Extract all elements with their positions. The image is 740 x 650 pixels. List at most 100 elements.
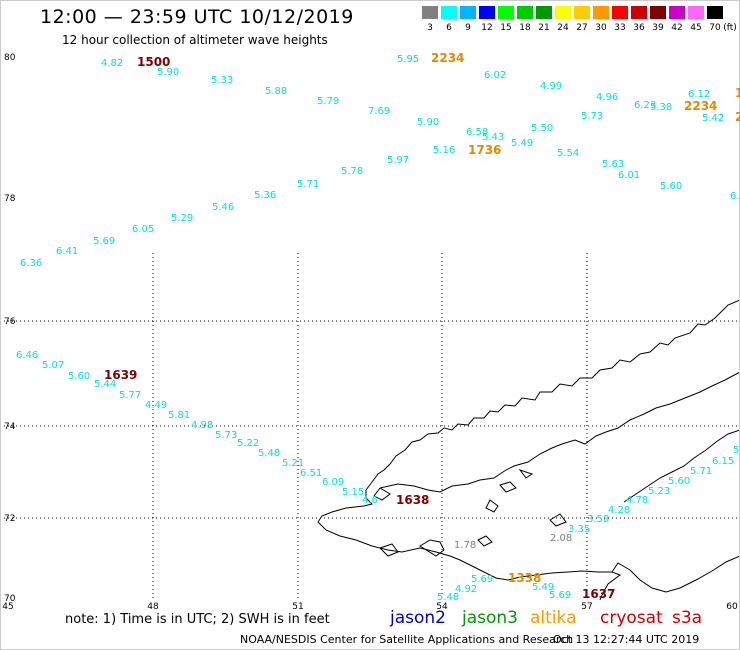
lat-label: 80: [4, 53, 16, 63]
longitude-labels: 45 48 51 54 57 60: [2, 602, 738, 612]
wave-height-value: 5.29: [171, 213, 193, 224]
legend-label: 39: [652, 23, 664, 33]
wave-height-value: 5.77: [119, 390, 141, 401]
wave-height-value: 5.71: [690, 466, 712, 477]
wave-height-value: 5.42: [702, 113, 724, 124]
wave-height-value: 4.96: [596, 92, 618, 103]
legend-swatch: [688, 6, 704, 19]
lon-label: 51: [292, 602, 303, 612]
pass-time-label: 1638: [396, 493, 429, 507]
legend-jason2: jason2: [390, 608, 446, 628]
wave-height-value: 5.88: [265, 86, 287, 97]
wave-height-value: 6.23: [634, 100, 656, 111]
lon-label: 54: [436, 602, 448, 612]
wave-height-value: 6.01: [618, 170, 640, 181]
wave-height-value: 5.21: [282, 458, 304, 469]
wave-height-value: 5.36: [254, 190, 276, 201]
pass-time-label: 1736: [468, 143, 501, 157]
pass-time-label: 2234: [684, 99, 717, 113]
wave-height-value: 5.50: [531, 123, 553, 134]
wave-height-value: 5.73: [215, 430, 237, 441]
legend-swatch: [517, 6, 533, 19]
wave-height-value: 5.07: [42, 360, 64, 371]
legend-label: 42: [671, 23, 683, 33]
wave-height-value: 5: [733, 445, 739, 456]
legend-label: 27: [576, 23, 588, 33]
wave-height-value: 5.79: [317, 96, 339, 107]
wave-height-value: 5.49: [532, 582, 554, 593]
legend-label: 12: [481, 23, 493, 33]
legend-label: 24: [557, 23, 569, 33]
legend-label: 3: [427, 23, 433, 33]
wave-height-value: 5.71: [297, 179, 319, 190]
wave-height-value: 4.78: [626, 495, 648, 506]
wave-height-value: 5.73: [581, 111, 603, 122]
wave-height-value: 5.95: [397, 54, 419, 65]
legend-label: 15: [500, 23, 512, 33]
pass-time-label: 2234: [431, 51, 464, 65]
legend-swatch: [612, 6, 628, 19]
wave-height-value: 4.49: [145, 400, 167, 411]
credit-line: NOAA/NESDIS Center for Satellite Applica…: [240, 633, 574, 646]
legend-jason3: jason3: [462, 608, 518, 628]
wave-height-value: 4.82: [101, 58, 123, 69]
wave-height-value: 6.51: [300, 468, 322, 479]
wave-height-value: 5.63: [602, 159, 624, 170]
wave-height-value: 4.6: [362, 495, 378, 506]
pass-time-label: 17: [735, 86, 740, 100]
wave-height-value: 5.54: [557, 148, 579, 159]
pass-time-label: 2: [735, 110, 740, 124]
wave-height-value: 5.33: [211, 75, 233, 86]
wave-height-value: 5.43: [482, 132, 504, 143]
legend-swatch: [555, 6, 571, 19]
pass-time-label: 1500: [137, 55, 170, 69]
wave-height-value: 6.: [730, 191, 740, 202]
wave-height-value: 5.16: [433, 145, 455, 156]
pass-time-label: 1637: [582, 587, 615, 601]
wave-height-value: 5.22: [237, 438, 259, 449]
legend-swatch: [669, 6, 685, 19]
wave-height-value: 3.58: [587, 514, 609, 525]
legend-s3a: s3a: [672, 608, 703, 628]
wave-height-value: 5.49: [511, 138, 533, 149]
legend-label: 70: [709, 23, 721, 33]
legend-label: 9: [465, 23, 471, 33]
lon-label: 60: [726, 602, 738, 612]
lon-label: 57: [581, 602, 592, 612]
wave-height-value: 5.44: [94, 379, 116, 390]
wave-height-value: 6.05: [132, 224, 154, 235]
lat-label: 74: [4, 422, 16, 432]
coastline: [317, 299, 740, 601]
wave-height-value: 6.46: [16, 350, 38, 361]
wave-height-value: 5.81: [168, 410, 190, 421]
wave-height-value: 6.09: [322, 477, 344, 488]
legend-unit: (ft): [723, 23, 737, 33]
legend-swatch: [498, 6, 514, 19]
legend-label: 21: [538, 23, 550, 33]
legend-swatch: [593, 6, 609, 19]
wave-height-value: 6.58: [466, 127, 488, 138]
legend-label: 36: [633, 23, 645, 33]
footnote: note: 1) Time is in UTC; 2) SWH is in fe…: [65, 612, 330, 627]
legend-swatch: [536, 6, 552, 19]
wave-height-value: 6.41: [56, 246, 78, 257]
wave-height-value: 5.90: [157, 67, 179, 78]
lon-label: 48: [147, 602, 159, 612]
wave-height-value: 4.98: [191, 420, 213, 431]
wave-height-value: 6.36: [20, 258, 42, 269]
pass-time-label: 1338: [508, 571, 541, 585]
wave-height-value: 7.69: [368, 106, 390, 117]
wave-height-value: 6.12: [688, 89, 710, 100]
legend-swatch: [441, 6, 457, 19]
graticule: [0, 253, 740, 600]
wave-height-value: 5.46: [212, 202, 234, 213]
wave-height-value: 6.02: [484, 70, 506, 81]
wave-height-value: 4.28: [608, 505, 630, 516]
wave-height-value: 5.23: [648, 486, 670, 497]
wave-height-value: 5.60: [68, 371, 90, 382]
wave-height-value: 4.99: [540, 81, 562, 92]
legend-swatch: [479, 6, 495, 19]
legend-swatch: [422, 6, 438, 19]
